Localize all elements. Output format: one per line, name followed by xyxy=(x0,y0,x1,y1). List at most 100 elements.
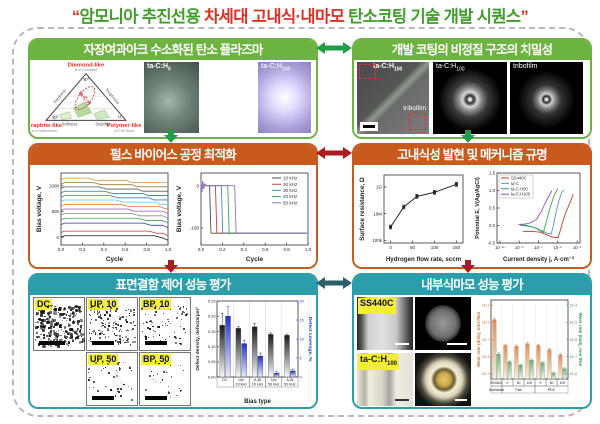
svg-text:0.2: 0.2 xyxy=(79,247,86,252)
panel-corrosion: 고내식성 발현 및 메커니즘 규명 100k 10M 1G 0 50 100 150 Hydr… xyxy=(352,143,592,269)
title-part-green2: 탄소코팅 기술 개발 시퀀스 xyxy=(348,8,521,26)
sem-image-up50: UP, 50 xyxy=(86,352,138,406)
svg-text:50: 50 xyxy=(550,381,554,385)
plasma-image-3-label: ta-C:H100 xyxy=(261,63,291,73)
sem-image-dc: DC xyxy=(33,297,85,351)
ternary-corner-top: sp³ xyxy=(83,76,90,81)
svg-text:1E-7: 1E-7 xyxy=(570,355,578,359)
diffraction-coating-label: ta-C:H100 xyxy=(436,63,465,73)
chart-surface-resistance: 100k 10M 1G 0 50 100 150 Hydrogen flow rate, sc… xyxy=(359,174,464,263)
wear-track-ss440c: SS440C xyxy=(357,297,413,350)
svg-text:0: 0 xyxy=(300,374,303,379)
sem-up10-scalebar xyxy=(92,341,114,345)
svg-text:10 kHz: 10 kHz xyxy=(252,382,264,386)
svg-text:50 kHz: 50 kHz xyxy=(283,200,298,205)
svg-text:100: 100 xyxy=(560,381,566,385)
svg-text:ta-C: ta-C xyxy=(511,181,519,186)
svg-text:0: 0 xyxy=(507,381,509,385)
svg-text:Uni: Uni xyxy=(271,378,277,382)
svg-text:0.05: 0.05 xyxy=(208,359,216,364)
sem-image-bp50: BP, 50 xyxy=(139,352,191,406)
title-part-green1: 암모니아 추진선용 xyxy=(79,8,205,26)
plasma-image-1-label: ta-C:H0 xyxy=(147,63,171,73)
sem-up50-scalebar xyxy=(92,396,114,400)
svg-text:0.20: 0.20 xyxy=(208,314,216,319)
svg-text:SS440C: SS440C xyxy=(511,176,527,181)
wear-ball-tach100 xyxy=(415,353,471,406)
title-quote-close: ” xyxy=(520,8,529,26)
svg-text:Wear rate (disk), mm³/Nm: Wear rate (disk), mm³/Nm xyxy=(476,312,481,367)
svg-text:50 kHz: 50 kHz xyxy=(268,382,280,386)
panel-defect-header: 표면결함 제어 성능 평가 xyxy=(30,275,316,295)
svg-text:10⁻⁵: 10⁻⁵ xyxy=(553,245,562,250)
svg-text:100: 100 xyxy=(431,245,439,250)
wear-track-tach100: ta-C:H100 xyxy=(357,353,413,406)
svg-text:50 kHz: 50 kHz xyxy=(284,382,296,386)
svg-text:Bias voltage, V: Bias voltage, V xyxy=(176,185,183,232)
svg-text:Cycle: Cycle xyxy=(246,256,264,263)
svg-text:0.15: 0.15 xyxy=(208,329,216,334)
svg-text:0.6: 0.6 xyxy=(262,247,269,252)
svg-text:Hydrogen flow rate, sccm: Hydrogen flow rate, sccm xyxy=(386,256,462,263)
chart-wear-bars: 1E-5 1E-6 1E-7 1E-8 1E-9 1E-4 1E-5 1E-6 1E-7 1E-8… xyxy=(476,299,582,394)
wear-track2-scalebar xyxy=(395,398,409,401)
panel-wear-header: 내부식마모 성능 평가 xyxy=(354,275,590,295)
chart-pulse-frequency: 0 -100 0.0 0.2 0.4 0.6 0.8 1.0 Cycle Bias voltage… xyxy=(176,172,312,263)
svg-text:50: 50 xyxy=(517,381,521,385)
svg-text:Current density j, A·cm⁻²: Current density j, A·cm⁻² xyxy=(503,256,574,263)
ternary-top-label: Diamond-like xyxy=(68,62,105,68)
svg-text:0.2: 0.2 xyxy=(219,247,226,252)
ternary-left-label: Graphite-like xyxy=(31,123,63,129)
ternary-left-sub: π-π interaction xyxy=(31,128,57,133)
ternary-edge-bottom2: Stability xyxy=(95,121,110,126)
svg-text:0.0: 0.0 xyxy=(489,223,496,228)
svg-text:10⁻⁷: 10⁻⁷ xyxy=(534,245,543,250)
svg-text:0: 0 xyxy=(389,245,392,250)
plasma-image-3: ta-C:H100 xyxy=(258,62,311,133)
svg-text:1E-9: 1E-9 xyxy=(482,372,490,376)
svg-text:0.8: 0.8 xyxy=(283,247,290,252)
panel-wear: 내부식마모 성능 평가 SS440C ta-C:H100 1E-5 1E-6 1E-… xyxy=(352,273,592,409)
svg-text:Defect coverage, %: Defect coverage, % xyxy=(307,317,312,363)
tem-roi-box-top xyxy=(359,64,376,79)
svg-text:DC: DC xyxy=(222,378,228,382)
svg-text:10⁻¹¹: 10⁻¹¹ xyxy=(495,245,505,250)
svg-text:10⁻⁹: 10⁻⁹ xyxy=(515,245,524,250)
svg-text:ta-C:H50: ta-C:H50 xyxy=(511,186,528,191)
arrow-down-left-1 xyxy=(164,130,178,143)
svg-text:10 kHz: 10 kHz xyxy=(236,382,248,386)
plasma-image-2-label: ta-C:H10 xyxy=(204,63,231,73)
arrow-horizontal-row2 xyxy=(316,147,352,159)
sem-image-bp10: BP, 10 xyxy=(139,297,191,351)
sem-bp10-label: BP, 10 xyxy=(141,299,172,310)
svg-text:Wear rate (ball), mm³/Nm: Wear rate (ball), mm³/Nm xyxy=(578,312,582,366)
svg-text:Cycle: Cycle xyxy=(106,256,124,263)
panel-pulse-bias-header: 펄스 바이어스 공정 최적화 xyxy=(30,145,316,165)
svg-text:5: 5 xyxy=(300,355,302,360)
wear-ss440c-label: SS440C xyxy=(358,298,396,314)
svg-text:PDC: PDC xyxy=(548,388,556,392)
panel-pulse-bias: 펄스 바이어스 공정 최적화 0 500 1000 0.0 0.2 0.4 0.6 0.8 1.… xyxy=(28,143,318,269)
tem-scalebar-chip xyxy=(360,122,378,131)
svg-text:15: 15 xyxy=(300,317,304,322)
svg-text:150: 150 xyxy=(453,245,461,250)
wear-scar1-scalebar xyxy=(447,342,467,345)
wear-ball-scalebar xyxy=(455,398,467,401)
svg-text:0.0: 0.0 xyxy=(58,247,65,252)
svg-text:20: 20 xyxy=(300,298,305,303)
svg-text:0: 0 xyxy=(540,381,542,385)
svg-text:1E-5: 1E-5 xyxy=(482,303,490,307)
plasma-image-2: ta-C:H10 xyxy=(201,62,256,133)
svg-text:1.0: 1.0 xyxy=(305,247,312,252)
ternary-right-sub: V.D.W force xyxy=(114,128,135,133)
svg-text:100: 100 xyxy=(527,381,533,385)
wear-ss440c-scalebar xyxy=(395,342,409,345)
svg-text:0.8: 0.8 xyxy=(143,247,150,252)
ternary-edge-bottom1: Softness xyxy=(62,121,78,126)
sem-image-up10: UP, 10 xyxy=(86,297,138,351)
tem-image: ta-C:H100 tribofilm xyxy=(357,62,429,134)
tem-image-label: ta-C:H100 xyxy=(373,63,403,73)
svg-text:Bias type: Bias type xyxy=(244,399,271,405)
